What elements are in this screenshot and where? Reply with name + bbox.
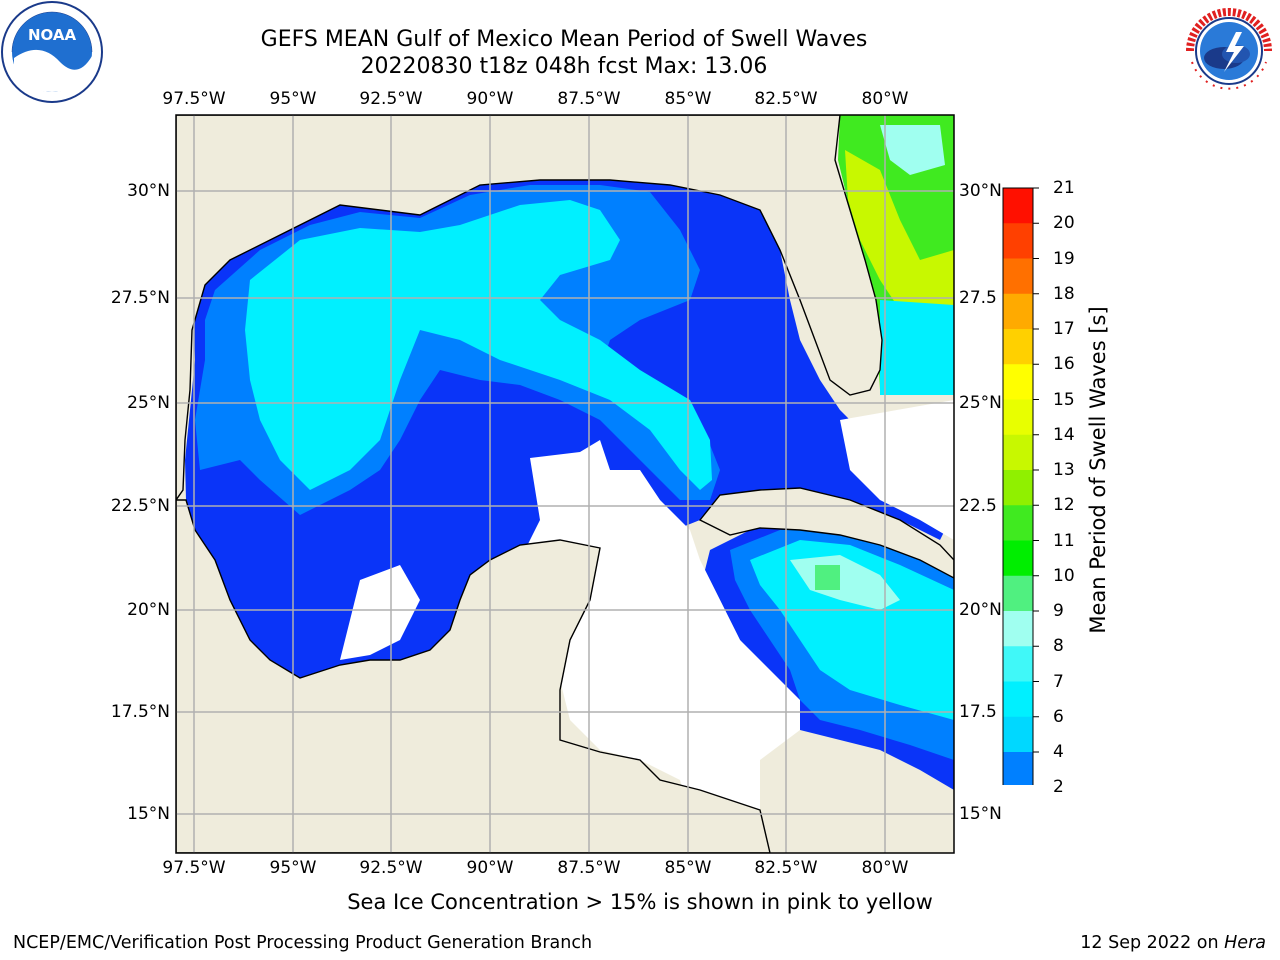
noaa-logo-text: NOAA — [28, 26, 77, 44]
no-data-region-bay-of-campeche — [340, 565, 420, 660]
lat-tick-left: 25°N — [127, 393, 170, 413]
land-cuba — [698, 487, 954, 579]
lat-tick-right: 30°N — [959, 181, 1002, 201]
colorbar-block — [1003, 188, 1033, 224]
lon-tick-bottom: 95°W — [269, 858, 317, 878]
credit-left: NCEP/EMC/Verification Post Processing Pr… — [13, 933, 593, 953]
map-gridlines — [176, 115, 954, 853]
lon-tick-bottom: 82.5°W — [754, 858, 818, 878]
lat-tick-left: 30°N — [127, 181, 170, 201]
lon-tick-top: 82.5°W — [754, 89, 818, 109]
lat-tick-left: 27.5°N — [110, 288, 170, 308]
colorbar-block — [1003, 399, 1033, 436]
map-frame — [175, 114, 955, 854]
lon-tick-top: 90°W — [466, 89, 514, 109]
colorbar-label: 7 — [1053, 671, 1064, 692]
lon-tick-bottom: 87.5°W — [557, 858, 621, 878]
colorbar-label: 20 — [1053, 213, 1075, 234]
lat-tick-left: 17.5°N — [110, 702, 170, 722]
lon-tick-top: 92.5°W — [359, 89, 423, 109]
lon-tick-bottom: 80°W — [861, 858, 909, 878]
lat-tick-right: 22.5 — [959, 496, 997, 516]
colorbar-block — [1003, 575, 1033, 612]
no-data-region-yucatan-channel — [520, 440, 800, 853]
colorbar-block — [1003, 293, 1033, 330]
lon-tick-top: 97.5°W — [162, 89, 226, 109]
colorbar-title: Mean Period of Swell Waves [s] — [1086, 306, 1110, 634]
lon-tick-bottom: 85°W — [664, 858, 712, 878]
credit-host: Hera — [1224, 933, 1266, 953]
colorbar-block — [1003, 505, 1033, 541]
map-title: GEFS MEAN Gulf of Mexico Mean Period of … — [260, 27, 868, 52]
lon-tick-top: 80°W — [861, 89, 909, 109]
lat-tick-left: 15°N — [127, 804, 170, 824]
lon-tick-bottom: 92.5°W — [359, 858, 423, 878]
colorbar-label: 8 — [1053, 636, 1064, 657]
colorbar-label: 19 — [1053, 248, 1075, 269]
land-us-gulf-coast — [176, 115, 883, 502]
caribbean-swell-region-10s — [815, 565, 840, 590]
colorbar-label: 17 — [1053, 319, 1075, 339]
colorbar-label: 21 — [1053, 178, 1075, 198]
atlantic-swell-region-cyan — [880, 125, 945, 175]
atlantic-swell-region-yellow — [845, 150, 954, 310]
colorbar-block — [1003, 716, 1033, 753]
lat-tick-left: 22.5°N — [110, 496, 170, 516]
credit-right: 12 Sep 2022 on Hera — [1080, 933, 1266, 953]
lon-tick-top: 85°W — [664, 89, 712, 109]
lon-tick-top: 95°W — [269, 89, 317, 109]
colorbar-label: 9 — [1053, 601, 1064, 621]
colorbar-label: 6 — [1053, 706, 1064, 727]
colorbar-frame — [1002, 187, 1034, 785]
colorbar-block — [1003, 752, 1033, 785]
colorbar-block — [1003, 329, 1033, 365]
colorbar-label: 18 — [1053, 283, 1075, 304]
colorbar-label: 12 — [1053, 495, 1075, 516]
nws-logo — [1180, 2, 1278, 100]
colorbar-label: 16 — [1053, 354, 1075, 375]
colorbar-label: 11 — [1053, 530, 1075, 551]
atlantic-swell-region-cyan-south — [880, 300, 954, 395]
colorbar-block — [1003, 646, 1033, 682]
colorbar-label: 13 — [1053, 460, 1075, 480]
colorbar-label: 4 — [1053, 742, 1064, 762]
lat-tick-left: 20°N — [127, 600, 170, 620]
noaa-logo: NOAA — [1, 1, 103, 103]
colorbar-block — [1003, 611, 1033, 647]
sea-ice-note: Sea Ice Concentration > 15% is shown in … — [0, 890, 1280, 914]
colorbar-block — [1003, 540, 1033, 577]
lon-tick-top: 87.5°W — [557, 89, 621, 109]
map-subtitle: 20220830 t18z 048h fcst Max: 13.06 — [360, 54, 768, 79]
colorbar-label: 15 — [1053, 389, 1075, 410]
no-data-region-east — [840, 400, 954, 540]
swell-region-6s — [245, 200, 712, 490]
lat-tick-right: 27.5 — [959, 288, 997, 308]
lat-tick-right: 17.5 — [959, 702, 997, 722]
colorbar-block — [1003, 258, 1033, 295]
colorbar-block — [1003, 470, 1033, 506]
sea-ice-note-text: Sea Ice Concentration > 15% is shown in … — [347, 890, 933, 914]
colorbar-block — [1003, 434, 1033, 471]
caribbean-swell-region-6s — [750, 540, 954, 720]
credit-date: 12 Sep 2022 on — [1080, 933, 1225, 953]
colorbar — [1002, 187, 1039, 785]
lat-tick-right: 20°N — [959, 600, 1002, 620]
colorbar-label: 10 — [1053, 565, 1075, 586]
lat-tick-right: 25°N — [959, 393, 1002, 413]
colorbar-label: 14 — [1053, 424, 1075, 445]
colorbar-block — [1003, 364, 1033, 400]
colorbar-block — [1003, 223, 1033, 259]
colorbar-label: 2 — [1053, 777, 1064, 798]
colorbar-block — [1003, 681, 1033, 718]
lon-tick-bottom: 90°W — [466, 858, 514, 878]
lat-tick-right: 15°N — [959, 804, 1002, 824]
lon-tick-bottom: 97.5°W — [162, 858, 226, 878]
